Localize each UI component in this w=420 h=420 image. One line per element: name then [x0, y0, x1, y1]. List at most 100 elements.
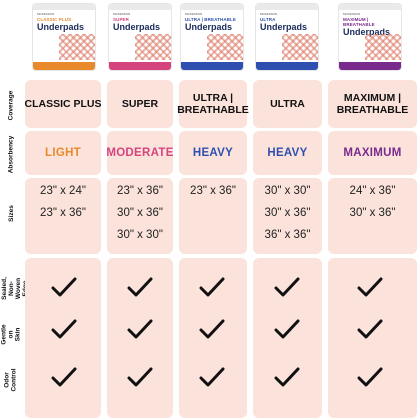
product-package: MCKESSON CLASSIC PLUS Underpads	[33, 4, 95, 70]
product-package: MCKESSON SUPER Underpads	[109, 4, 171, 70]
size-value: 30" x 36"	[349, 207, 396, 219]
check-icon	[274, 319, 300, 339]
absorbency-cell: MAXIMUM	[343, 147, 402, 159]
package-line: ULTRA	[260, 17, 276, 22]
package-line: SUPER	[113, 17, 130, 22]
product-header: MCKESSON CLASSIC PLUS Underpads MCKESSON SUP…	[22, 0, 420, 76]
package-foot	[33, 62, 95, 70]
package-brand: MCKESSON	[343, 12, 361, 16]
package-name: Underpads	[37, 22, 85, 32]
package-pattern	[207, 34, 243, 60]
size-value: 30" x 36"	[117, 207, 163, 219]
cell-background	[179, 131, 247, 175]
cell-background	[253, 131, 322, 175]
cell-background	[107, 178, 173, 254]
package-foot	[339, 62, 401, 70]
cell-background	[253, 258, 322, 418]
check-icon	[51, 367, 77, 387]
size-value: 30" x 30"	[117, 229, 163, 241]
size-value: 23" x 24"	[40, 185, 86, 197]
coverage-cell: ULTRA | BREATHABLE	[177, 92, 249, 116]
absorbency-cell: HEAVY	[267, 147, 308, 159]
absorbency-cell: MODERATE	[106, 147, 174, 159]
check-icon	[51, 319, 77, 339]
sizes-cell: 30" x 30" 30" x 36" 36" x 36"	[250, 180, 325, 246]
package-name: Underpads	[343, 27, 391, 37]
cell-background	[107, 131, 173, 175]
cell-background	[253, 178, 322, 254]
size-value: 23" x 36"	[117, 185, 163, 197]
coverage-cell: SUPER	[121, 98, 159, 110]
cell-background	[328, 80, 417, 128]
sizes-cell: 23" x 36" 30" x 36" 30" x 30"	[104, 180, 176, 246]
coverage-cell: ULTRA	[270, 98, 305, 110]
cell-background	[25, 80, 101, 128]
package-pattern	[135, 34, 171, 60]
cell-background	[179, 178, 247, 254]
size-value: 23" x 36"	[190, 185, 236, 197]
package-name: Underpads	[185, 22, 233, 32]
row-label-odor: Odor Control	[4, 368, 19, 392]
package-band	[33, 4, 95, 10]
cell-background	[328, 131, 417, 175]
check-icon	[127, 277, 153, 297]
absorbency-cell: HEAVY	[192, 147, 234, 159]
cell-background	[328, 178, 417, 254]
check-icon	[357, 367, 383, 387]
package-band	[181, 4, 243, 10]
package-band	[256, 4, 318, 10]
package-line: ULTRA | BREATHABLE	[185, 17, 236, 22]
check-icon	[357, 319, 383, 339]
cell-background	[25, 178, 101, 254]
package-foot	[256, 62, 318, 70]
package-band	[339, 4, 401, 10]
check-icon	[51, 277, 77, 297]
package-brand: MCKESSON	[260, 12, 278, 16]
package-brand: MCKESSON	[185, 12, 203, 16]
cell-background	[25, 131, 101, 175]
check-icon	[274, 367, 300, 387]
coverage-cell: CLASSIC PLUS	[24, 98, 102, 110]
sizes-cell: 24" x 36" 30" x 36"	[325, 180, 420, 224]
package-band	[109, 4, 171, 10]
row-label-gentle: Gentle on Skin	[0, 323, 22, 345]
package-pattern	[59, 34, 95, 60]
package-name: Underpads	[260, 22, 308, 32]
package-pattern	[282, 34, 318, 60]
row-label-absorbency: Absorbency	[7, 135, 15, 173]
package-pattern	[365, 34, 401, 60]
package-foot	[181, 62, 243, 70]
cell-background	[179, 80, 247, 128]
package-line: CLASSIC PLUS	[37, 17, 72, 22]
coverage-cell: MAXIMUM | BREATHABLE	[336, 92, 409, 116]
product-package: MCKESSON ULTRA Underpads	[256, 4, 318, 70]
size-value: 24" x 36"	[349, 185, 396, 197]
row-label-coverage: Coverage	[7, 90, 15, 120]
product-package: MCKESSON ULTRA | BREATHABLE Underpads	[181, 4, 243, 70]
cell-background	[253, 80, 322, 128]
sizes-cell: 23" x 24" 23" x 36"	[22, 180, 104, 224]
check-icon	[127, 319, 153, 339]
size-value: 23" x 36"	[40, 207, 86, 219]
package-name: Underpads	[113, 22, 161, 32]
cell-background	[107, 80, 173, 128]
check-icon	[199, 367, 225, 387]
package-brand: MCKESSON	[113, 12, 131, 16]
package-foot	[109, 62, 171, 70]
cell-background	[328, 258, 417, 418]
check-icon	[127, 367, 153, 387]
size-value: 30" x 36"	[264, 207, 311, 219]
row-label-heat-sealed: Heat-Sealed, Non-Woven Edge	[0, 276, 29, 300]
check-icon	[274, 277, 300, 297]
row-label-sizes: Sizes	[7, 204, 15, 222]
check-icon	[199, 277, 225, 297]
product-package: MCKESSON MAXIMUM | BREATHABLE Underpads	[339, 4, 401, 70]
absorbency-cell: LIGHT	[45, 147, 81, 159]
cell-background	[107, 258, 173, 418]
check-icon	[357, 277, 383, 297]
check-icon	[199, 319, 225, 339]
cell-background	[179, 258, 247, 418]
size-value: 30" x 30"	[264, 185, 311, 197]
sizes-cell: 23" x 36"	[176, 180, 250, 202]
